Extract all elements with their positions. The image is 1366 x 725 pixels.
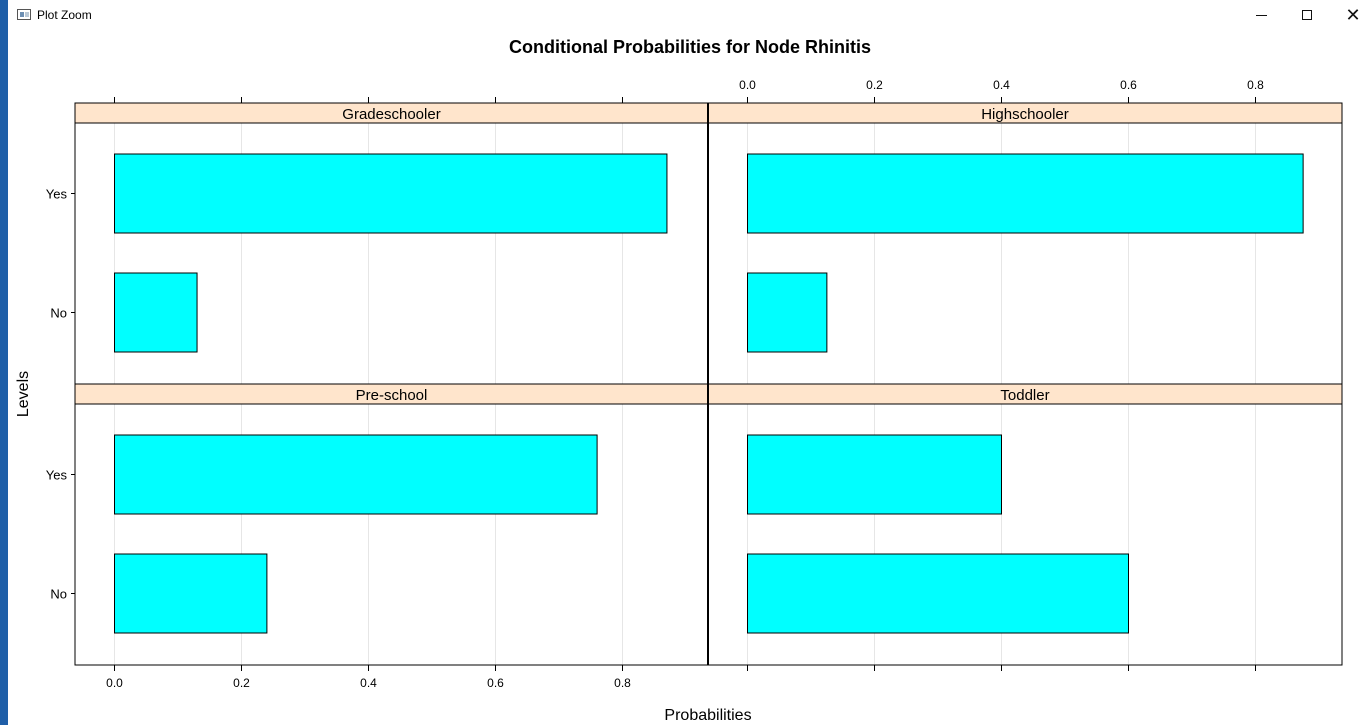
y-tick-label-no: No: [50, 306, 67, 321]
x-tick-label-top: 0.8: [1247, 78, 1264, 92]
x-tick-label-top: 0.4: [993, 78, 1010, 92]
title-bar[interactable]: Plot Zoom ✕: [8, 0, 1366, 30]
chart-title: Conditional Probabilities for Node Rhini…: [509, 37, 871, 57]
x-axis-label: Probabilities: [664, 707, 751, 724]
bar-toddler-no: [747, 553, 1129, 634]
bar-pre-school-yes: [114, 434, 598, 515]
strip-label-gradeschooler: Gradeschooler: [342, 106, 440, 123]
minimize-icon: [1255, 14, 1267, 16]
x-tick-label-bottom: 0.8: [614, 676, 631, 690]
x-tick-label-top: 0.0: [739, 78, 756, 92]
close-icon: ✕: [1345, 5, 1361, 25]
strip-label-highschooler: Highschooler: [981, 106, 1069, 123]
window-title: Plot Zoom: [37, 8, 92, 22]
x-tick-label-top: 0.2: [866, 78, 883, 92]
bar-gradeschooler-no: [114, 272, 198, 353]
y-tick-label-yes: Yes: [46, 468, 68, 483]
bar-pre-school-no: [114, 553, 268, 634]
strip-label-toddler: Toddler: [1000, 387, 1049, 404]
x-tick-label-bottom: 0.6: [487, 676, 504, 690]
y-axis-label: Levels: [15, 371, 32, 417]
maximize-button[interactable]: [1284, 0, 1330, 30]
x-tick-label-bottom: 0.2: [233, 676, 250, 690]
x-tick-label-top: 0.6: [1120, 78, 1137, 92]
desktop-edge: [0, 0, 8, 725]
x-tick-label-bottom: 0.4: [360, 676, 377, 690]
conditional-probability-chart: Conditional Probabilities for Node Rhini…: [15, 37, 1343, 724]
bar-highschooler-no: [747, 272, 828, 353]
plot-zoom-app-icon: [17, 9, 31, 20]
y-tick-label-no: No: [50, 587, 67, 602]
bar-highschooler-yes: [747, 153, 1304, 234]
bar-gradeschooler-yes: [114, 153, 668, 234]
bar-toddler-yes: [747, 434, 1002, 515]
x-tick-label-bottom: 0.0: [106, 676, 123, 690]
panels-layer: Gradeschooler Highschooler Pre-school Toddl…: [46, 78, 1343, 690]
minimize-button[interactable]: [1238, 0, 1284, 30]
strip-label-pre-school: Pre-school: [356, 387, 428, 404]
maximize-icon: [1302, 10, 1312, 20]
plot-zoom-window: Plot Zoom ✕ Conditional Probabilities fo…: [8, 0, 1366, 725]
close-button[interactable]: ✕: [1330, 0, 1366, 30]
y-tick-label-yes: Yes: [46, 187, 68, 202]
